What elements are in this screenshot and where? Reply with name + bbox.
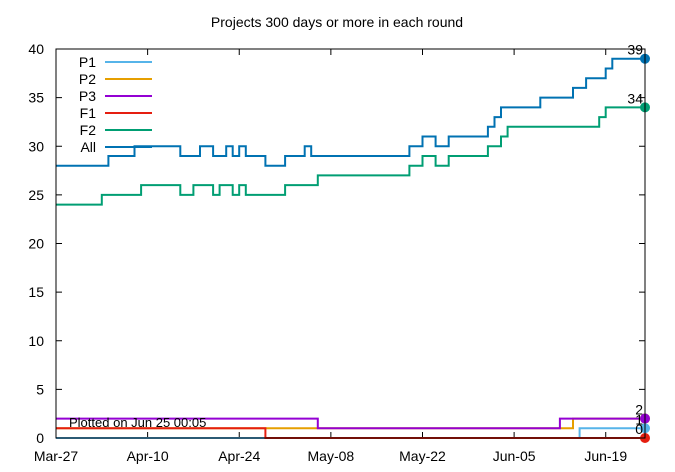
plot-frame (55, 48, 646, 439)
p1-end-label: 1 (635, 411, 643, 427)
x-tick-label: May-22 (399, 448, 446, 464)
f1-end-label: 0 (635, 421, 643, 437)
x-tick-label: Jun-19 (584, 448, 627, 464)
plot-timestamp: Plotted on Jun 25 00:05 (69, 415, 206, 430)
x-tick-label: Mar-27 (34, 448, 79, 464)
legend-label: P2 (79, 71, 96, 87)
y-tick-label: 40 (28, 41, 44, 57)
x-tick-label: Apr-10 (127, 448, 169, 464)
y-tick-label: 25 (28, 187, 44, 203)
p3-end-label: 2 (635, 402, 643, 418)
legend-label: All (80, 139, 96, 155)
legend-label: F2 (80, 122, 97, 138)
y-tick-label: 15 (28, 284, 44, 300)
all-end-label: 39 (627, 42, 643, 58)
legend-label: P1 (79, 54, 96, 70)
f2-series-line (56, 106, 645, 206)
legend-label: F1 (80, 105, 97, 121)
p3-series-line (56, 417, 645, 430)
y-tick-label: 35 (28, 90, 44, 106)
chart-title: Projects 300 days or more in each round (211, 14, 463, 30)
x-tick-label: May-08 (308, 448, 355, 464)
y-tick-label: 0 (36, 430, 44, 446)
legend-label: P3 (79, 88, 96, 104)
all-series-line (56, 57, 645, 167)
y-tick-label: 10 (28, 333, 44, 349)
y-tick-label: 20 (28, 236, 44, 252)
f2-end-label: 34 (627, 90, 643, 106)
x-tick-label: Jun-05 (493, 448, 536, 464)
y-tick-label: 5 (36, 381, 44, 397)
x-tick-label: Apr-24 (218, 448, 260, 464)
y-tick-label: 30 (28, 138, 44, 154)
